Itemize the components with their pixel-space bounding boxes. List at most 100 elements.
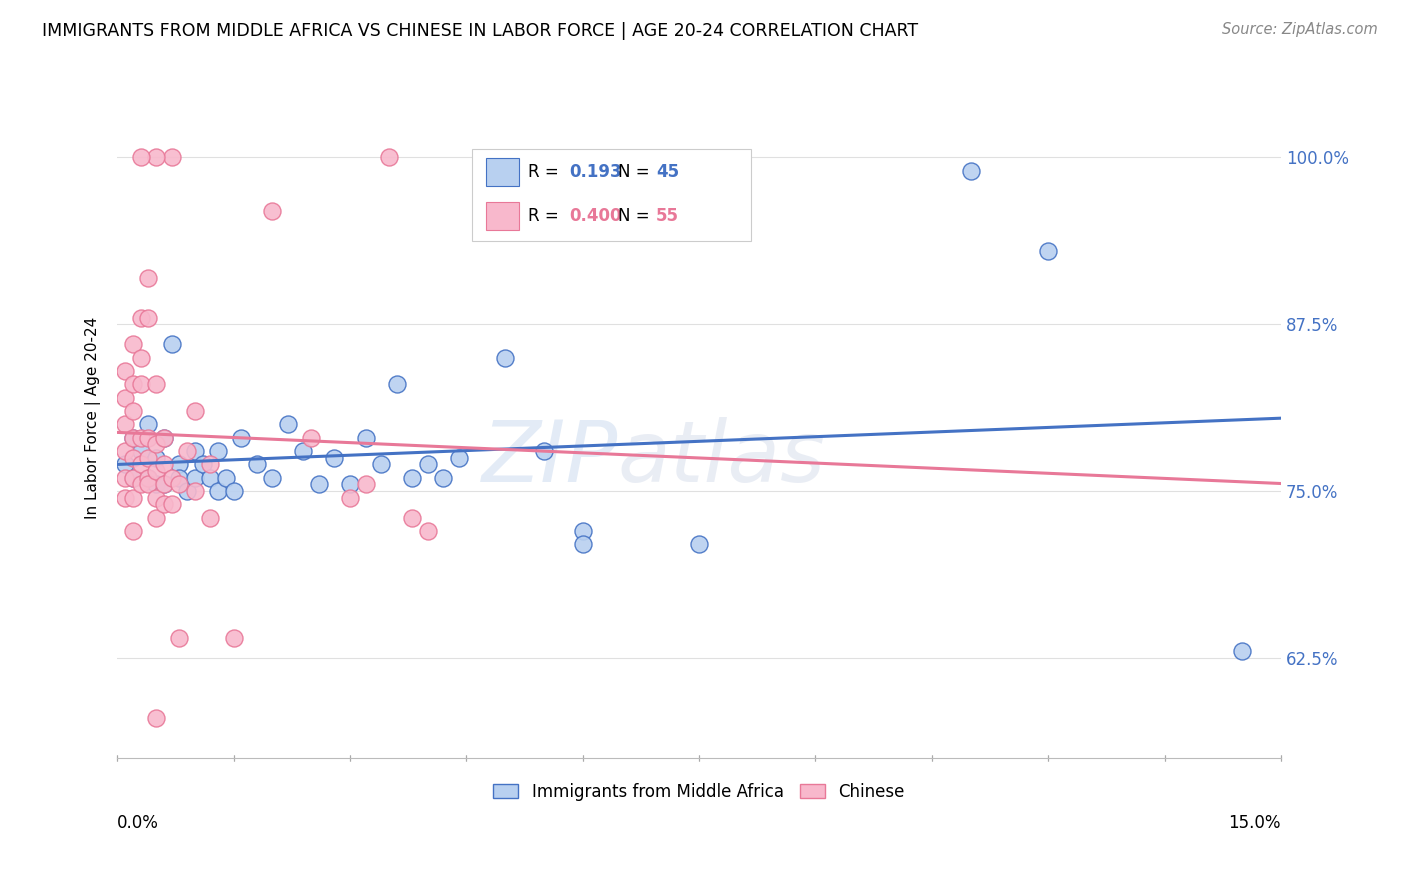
Point — [153, 477, 176, 491]
Point — [160, 497, 183, 511]
Point — [200, 510, 222, 524]
Point — [385, 377, 408, 392]
Point — [136, 417, 159, 432]
Point — [145, 450, 167, 465]
Point — [323, 450, 346, 465]
Point — [378, 151, 401, 165]
Point — [207, 483, 229, 498]
Text: 45: 45 — [657, 163, 679, 181]
Point — [416, 524, 439, 538]
Point — [222, 483, 245, 498]
Point — [354, 477, 377, 491]
Point — [153, 477, 176, 491]
Point — [354, 431, 377, 445]
Point — [129, 151, 152, 165]
Point — [145, 464, 167, 478]
Point — [370, 458, 392, 472]
Point — [246, 458, 269, 472]
FancyBboxPatch shape — [472, 149, 751, 241]
Point — [136, 471, 159, 485]
Text: 55: 55 — [657, 207, 679, 225]
Point — [231, 431, 253, 445]
Point — [1230, 644, 1253, 658]
Point — [184, 471, 207, 485]
Point — [145, 510, 167, 524]
Point — [121, 404, 143, 418]
Point — [688, 537, 710, 551]
Point — [207, 444, 229, 458]
Text: 0.193: 0.193 — [569, 163, 621, 181]
Text: R =: R = — [529, 207, 564, 225]
Point — [959, 164, 981, 178]
Point — [121, 377, 143, 392]
Point — [129, 351, 152, 365]
Point — [129, 458, 152, 472]
Point — [114, 417, 136, 432]
Point — [571, 524, 593, 538]
FancyBboxPatch shape — [486, 158, 519, 186]
Point — [114, 364, 136, 378]
Point — [153, 458, 176, 472]
Point — [145, 711, 167, 725]
Point — [299, 431, 322, 445]
Text: N =: N = — [617, 163, 655, 181]
Point — [262, 471, 284, 485]
Point — [121, 524, 143, 538]
Text: atlas: atlas — [617, 417, 825, 500]
Point — [191, 458, 214, 472]
Point — [114, 391, 136, 405]
Point — [200, 471, 222, 485]
Point — [1038, 244, 1060, 258]
Point — [129, 310, 152, 325]
Y-axis label: In Labor Force | Age 20-24: In Labor Force | Age 20-24 — [86, 317, 101, 519]
Point — [416, 458, 439, 472]
Point — [184, 483, 207, 498]
Text: R =: R = — [529, 163, 564, 181]
Point — [262, 203, 284, 218]
Point — [121, 431, 143, 445]
Text: 15.0%: 15.0% — [1229, 814, 1281, 832]
Point — [339, 491, 361, 505]
Point — [129, 444, 152, 458]
Point — [145, 491, 167, 505]
Point — [494, 351, 516, 365]
Point — [160, 337, 183, 351]
Point — [145, 151, 167, 165]
Point — [145, 437, 167, 451]
Point — [145, 377, 167, 392]
Point — [533, 444, 555, 458]
Point — [129, 477, 152, 491]
Point — [184, 404, 207, 418]
Point — [136, 431, 159, 445]
Point — [121, 431, 143, 445]
Point — [121, 471, 143, 485]
Point — [160, 471, 183, 485]
Text: Source: ZipAtlas.com: Source: ZipAtlas.com — [1222, 22, 1378, 37]
Point — [169, 458, 191, 472]
Point — [200, 458, 222, 472]
Point — [308, 477, 330, 491]
Point — [121, 337, 143, 351]
Point — [169, 631, 191, 645]
Text: 0.0%: 0.0% — [117, 814, 159, 832]
Point — [121, 471, 143, 485]
Point — [114, 444, 136, 458]
Point — [176, 483, 198, 498]
Point — [145, 477, 167, 491]
Point — [401, 510, 423, 524]
Point — [176, 444, 198, 458]
Point — [136, 270, 159, 285]
Point — [215, 471, 238, 485]
Point — [114, 471, 136, 485]
Point — [169, 477, 191, 491]
Point — [169, 471, 191, 485]
Point — [277, 417, 299, 432]
Point — [153, 431, 176, 445]
Point — [136, 310, 159, 325]
Point — [222, 631, 245, 645]
Point — [136, 450, 159, 465]
Point — [153, 431, 176, 445]
Point — [447, 450, 470, 465]
Point — [153, 497, 176, 511]
Point — [292, 444, 315, 458]
